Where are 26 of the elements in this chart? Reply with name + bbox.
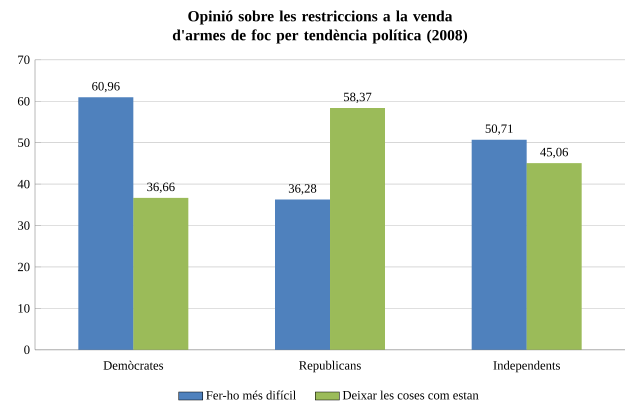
data-label: 36,66 [147, 182, 175, 193]
y-tick-label: 70 [18, 56, 30, 64]
bar [275, 200, 330, 350]
y-tick-label: 40 [18, 180, 30, 188]
bar [78, 97, 134, 350]
x-tick-label: Independents [493, 360, 560, 372]
bar [472, 140, 527, 350]
data-label: 58,37 [344, 92, 372, 104]
data-label: 60,96 [92, 82, 120, 92]
legend-label: Deixar les coses com estan [342, 390, 479, 400]
legend-label: Fer-ho més difícil [206, 390, 296, 400]
y-tick-label: 60 [18, 96, 30, 106]
x-tick-label: Demòcrates [104, 360, 164, 370]
data-label: 50,71 [486, 124, 513, 135]
y-tick-label: 0 [24, 346, 30, 354]
y-tick-label: 10 [18, 304, 30, 313]
bar [526, 163, 582, 350]
bar [330, 108, 386, 350]
x-tick-label: Republicans [299, 360, 361, 372]
data-label: 45,06 [540, 148, 568, 158]
chart-title: Opinió sobre les restriccions a la venda d'armes de foc per tendència política (2008) [172, 10, 468, 44]
y-tick-label: 50 [18, 138, 30, 147]
bar [133, 198, 188, 350]
y-tick-label: 20 [18, 262, 30, 272]
y-tick-label: 30 [18, 221, 30, 230]
data-label: 36,28 [288, 184, 316, 195]
